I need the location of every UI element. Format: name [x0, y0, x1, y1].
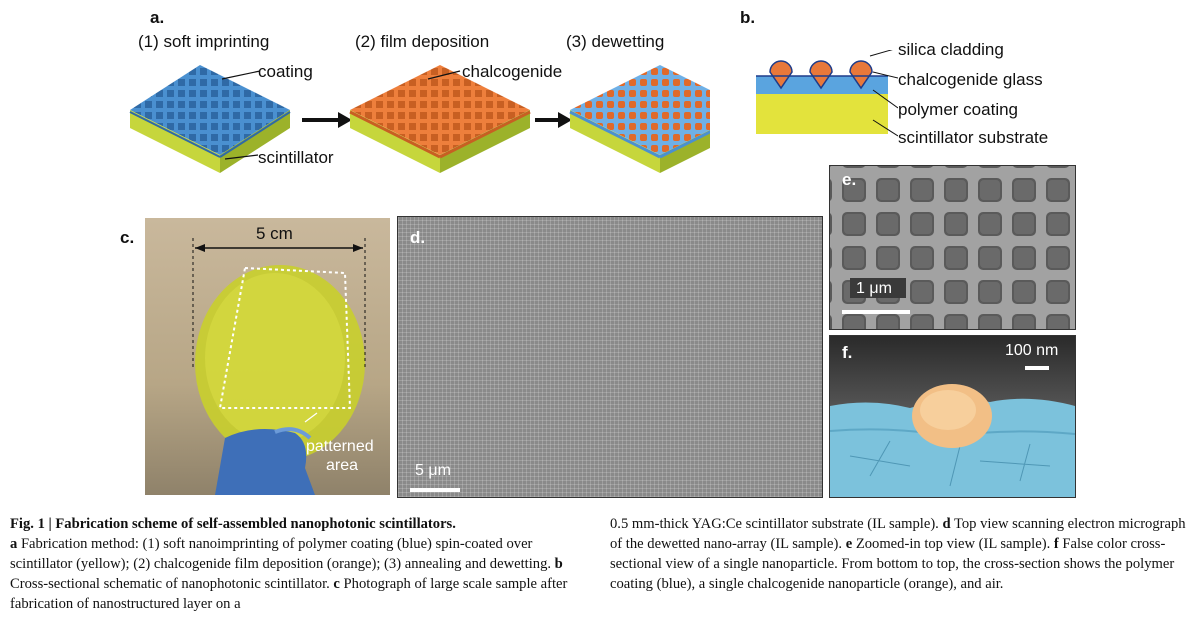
- patterned-label: patterned: [306, 438, 374, 455]
- step-2-label: (2) film deposition: [355, 32, 490, 51]
- caption-e-text: Zoomed-in top view (IL sample).: [852, 536, 1054, 552]
- caption-title: Fabrication scheme of self-assembled nan…: [55, 516, 456, 532]
- scale-text-e: 1 μm: [856, 280, 892, 297]
- caption-c-text-continued: 0.5 mm-thick YAG:Ce scintillator substra…: [610, 516, 943, 532]
- scale-bar-d: [410, 488, 460, 492]
- caption-d-key: d: [942, 516, 951, 532]
- step-3-label: (3) dewetting: [566, 32, 665, 51]
- scale-bar-f: [1025, 366, 1049, 370]
- coating-label: coating: [258, 62, 313, 81]
- caption-c-key: c: [333, 576, 340, 592]
- caption-c-text-part: Photograph of large scale sample after f…: [10, 576, 568, 612]
- silica-cladding-label: silica cladding: [898, 40, 1004, 59]
- cross-section-false-color: [829, 335, 1076, 498]
- step-1-label: (1) soft imprinting: [138, 32, 270, 51]
- scintillator-label: scintillator: [258, 148, 334, 167]
- panel-b-label: b.: [740, 8, 756, 27]
- caption-a-key: a: [10, 536, 18, 552]
- sem-top-view-large: [397, 216, 823, 498]
- caption-left: Fig. 1 | Fabrication scheme of self-asse…: [10, 514, 588, 614]
- panel-c-label: c.: [120, 228, 135, 247]
- caption-e-key: e: [845, 536, 853, 552]
- caption-d-text: Top view scanning electron micrograph of…: [610, 516, 1186, 552]
- cross-section-schematic: [756, 50, 898, 137]
- polymer-coating-label: polymer coating: [898, 100, 1019, 119]
- block-chalcogenide-film: [349, 65, 531, 173]
- area-label: area: [326, 457, 359, 474]
- scale-text-d: 5 μm: [415, 462, 451, 479]
- panel-e-label: e.: [842, 170, 857, 189]
- dimension-label: 5 cm: [256, 224, 293, 243]
- caption-a-text: Fabrication method: (1) soft nanoimprint…: [10, 536, 555, 572]
- block-coated-scintillator: [129, 65, 291, 173]
- panel-d-label: d.: [410, 228, 426, 247]
- caption-right: 0.5 mm-thick YAG:Ce scintillator substra…: [610, 514, 1192, 594]
- caption-b-text: Cross-sectional schematic of nanophotoni…: [10, 576, 334, 592]
- panel-f-label: f.: [842, 343, 853, 362]
- scale-text-f: 100 nm: [1005, 342, 1059, 359]
- block-dewetted: [569, 65, 710, 173]
- panel-a-label: a.: [150, 8, 165, 27]
- sem-top-view-zoom: [829, 165, 1076, 330]
- scale-bar-e: [842, 310, 910, 314]
- chalcogenide-label: chalcogenide: [462, 62, 563, 81]
- caption-b-key: b: [554, 556, 563, 572]
- sample-photo: [145, 218, 390, 495]
- caption-fig: Fig. 1 |: [10, 516, 56, 532]
- caption-f-key: f: [1053, 536, 1059, 552]
- chalcogenide-glass-label: chalcogenide glass: [898, 70, 1043, 89]
- scintillator-substrate-label: scintillator substrate: [898, 128, 1049, 147]
- fabrication-blocks: [129, 65, 710, 173]
- caption-f-text: False color cross-sectional view of a si…: [610, 536, 1175, 592]
